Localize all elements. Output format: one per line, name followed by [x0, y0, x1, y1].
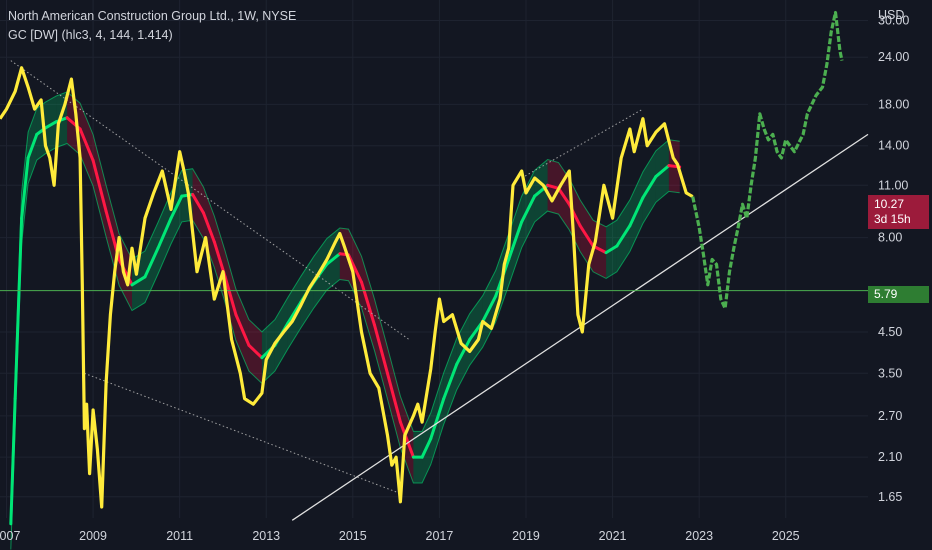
- band-center-bull: [13, 216, 24, 401]
- band-center-bull: [43, 120, 58, 130]
- y-tick-label: 1.65: [878, 490, 902, 504]
- band-center-bear: [359, 280, 376, 327]
- indicator-legend[interactable]: GC [DW] (hlc3, 4, 144, 1.414): [8, 28, 173, 42]
- band-center-bear: [91, 158, 108, 213]
- band-center-bull: [615, 224, 632, 248]
- dotted-channel-line: [84, 372, 397, 493]
- band-center-bull: [143, 246, 160, 279]
- band-center-bull: [654, 164, 671, 179]
- band-center-bull: [481, 294, 498, 323]
- band-center-bear: [201, 211, 216, 244]
- band-center-bull: [9, 397, 17, 526]
- band-center-bear: [385, 371, 402, 424]
- y-tick-label: 2.10: [878, 450, 902, 464]
- chart-title: North American Construction Group Ltd., …: [8, 9, 297, 23]
- band-center-bear: [247, 343, 264, 360]
- dotted-channel-line: [521, 108, 644, 179]
- band-upper-edge: [10, 91, 680, 499]
- y-tick-label: 30.00: [878, 14, 909, 28]
- band-center-bull: [156, 216, 173, 250]
- band-center-bull: [641, 175, 658, 200]
- band-center-bull: [20, 156, 30, 220]
- y-tick-label: 8.00: [878, 231, 902, 245]
- band-center-bull: [429, 397, 446, 441]
- band-center-bull: [604, 244, 619, 255]
- band-center-bull: [442, 362, 459, 401]
- y-tick-label: 24.00: [878, 50, 909, 64]
- band-center-bear: [372, 323, 389, 375]
- y-tick-label: 18.00: [878, 97, 909, 111]
- projected-path: [691, 10, 844, 310]
- x-tick-label: 2025: [772, 529, 800, 543]
- y-tick-label: 3.50: [878, 366, 902, 380]
- level-price-tag: 5.79: [868, 286, 929, 303]
- last-price-tag: 10.27 3d 15h: [868, 195, 929, 229]
- currency-label: USD: [878, 8, 905, 22]
- y-tick-label: 14.00: [878, 139, 909, 153]
- band-center-bear: [78, 127, 95, 162]
- y-tick-label: 11.00: [878, 178, 908, 192]
- band-center-bull: [26, 132, 39, 160]
- band-center-bull: [520, 194, 537, 224]
- band-center-bull: [455, 338, 472, 366]
- x-tick-label: 2007: [0, 529, 20, 543]
- x-tick-label: 2021: [599, 529, 627, 543]
- band-center-bull: [130, 275, 147, 287]
- x-tick-label: 2019: [512, 529, 540, 543]
- band-center-bear: [556, 186, 571, 206]
- price-line: [0, 66, 694, 509]
- y-tick-label: 4.50: [878, 325, 902, 339]
- y-tick-label: 2.70: [878, 409, 902, 423]
- band-center-bear: [346, 253, 363, 284]
- band-center-bear: [223, 275, 238, 317]
- band-center-bull: [286, 300, 303, 325]
- band-center-bear: [578, 224, 595, 248]
- price-series: [0, 10, 844, 509]
- x-tick-label: 2013: [252, 529, 280, 543]
- x-tick-label: 2015: [339, 529, 367, 543]
- last-price-value: 10.27: [874, 197, 905, 211]
- bar-countdown: 3d 15h: [874, 212, 911, 226]
- band-center-bear: [191, 192, 205, 215]
- band-center-bear: [234, 313, 251, 347]
- band-lower-edge: [10, 142, 680, 550]
- x-tick-label: 2023: [685, 529, 713, 543]
- band-center-bull: [325, 252, 342, 266]
- band-center-bear: [546, 183, 560, 190]
- band-center-bear: [398, 420, 415, 459]
- price-axis: 30.00 24.00 18.00 14.00 11.00 8.00 4.50 3.50 2.7…: [878, 14, 909, 504]
- x-tick-label: 2017: [426, 529, 454, 543]
- band-center-bull: [628, 196, 645, 228]
- band-center-bull: [420, 437, 433, 459]
- dotted-channel-line: [10, 60, 410, 340]
- time-axis: 2007 2009 2011 2013 2015 2017 2019 2021 2023 2025: [0, 529, 800, 543]
- band-center-bull: [169, 194, 184, 220]
- x-tick-label: 2011: [166, 529, 193, 543]
- x-tick-label: 2009: [79, 529, 107, 543]
- band-center-bull: [507, 220, 524, 262]
